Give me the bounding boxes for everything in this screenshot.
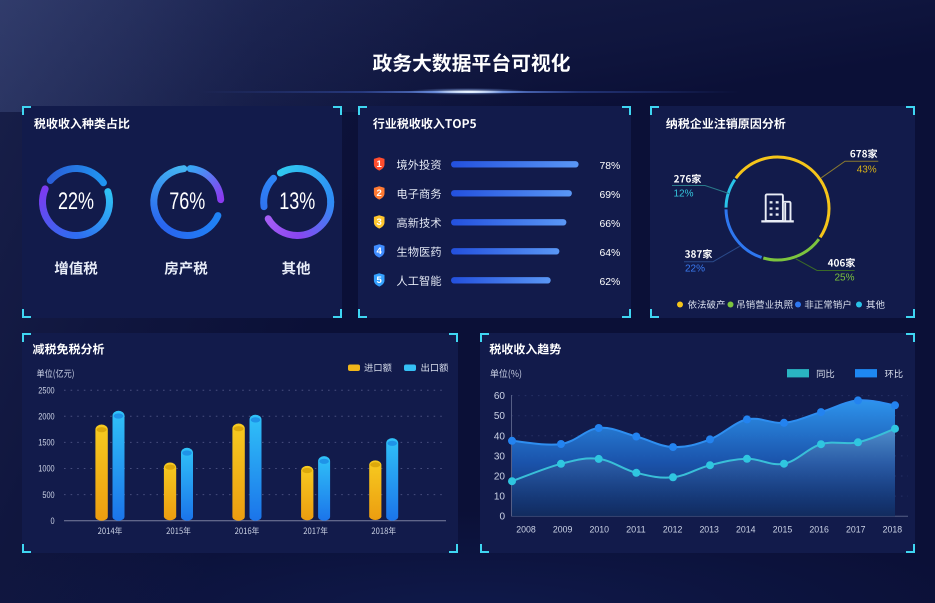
svg-text:12%: 12%	[674, 188, 694, 200]
svg-text:10: 10	[494, 492, 506, 503]
svg-text:13%: 13%	[279, 188, 315, 215]
svg-text:78%: 78%	[600, 161, 621, 172]
svg-text:60: 60	[494, 391, 506, 402]
svg-text:2013: 2013	[699, 525, 719, 536]
svg-text:76%: 76%	[169, 188, 205, 215]
svg-text:2008: 2008	[516, 525, 536, 536]
svg-text:50: 50	[494, 411, 506, 422]
svg-text:40: 40	[494, 431, 506, 442]
svg-text:0: 0	[51, 516, 55, 526]
svg-text:30: 30	[494, 451, 506, 462]
svg-text:1000: 1000	[38, 464, 54, 474]
svg-text:2011: 2011	[626, 525, 646, 536]
svg-text:66%: 66%	[600, 219, 621, 230]
svg-text:2010: 2010	[590, 525, 610, 536]
svg-text:2014: 2014	[736, 525, 756, 536]
svg-text:69%: 69%	[600, 190, 621, 201]
svg-text:5: 5	[377, 275, 383, 286]
svg-text:2: 2	[377, 188, 382, 199]
svg-text:0: 0	[499, 512, 505, 523]
svg-text:500: 500	[42, 490, 54, 500]
svg-text:2012: 2012	[663, 525, 683, 536]
svg-text:64%: 64%	[600, 248, 621, 259]
svg-text:22%: 22%	[685, 263, 705, 275]
svg-text:2015: 2015	[773, 525, 793, 536]
svg-text:22%: 22%	[58, 188, 94, 215]
svg-text:25%: 25%	[835, 272, 855, 284]
svg-text:3: 3	[377, 217, 382, 228]
svg-text:2016: 2016	[809, 525, 829, 536]
svg-text:20: 20	[494, 472, 506, 483]
svg-text:2018: 2018	[883, 525, 903, 536]
svg-text:2000: 2000	[38, 412, 54, 422]
svg-text:2017: 2017	[846, 525, 866, 536]
svg-text:2009: 2009	[553, 525, 573, 536]
svg-text:1500: 1500	[38, 438, 54, 448]
svg-text:1: 1	[377, 159, 383, 170]
svg-text:4: 4	[377, 246, 383, 257]
svg-text:62%: 62%	[600, 277, 621, 288]
svg-text:43%: 43%	[857, 163, 877, 175]
svg-text:2500: 2500	[38, 385, 54, 395]
